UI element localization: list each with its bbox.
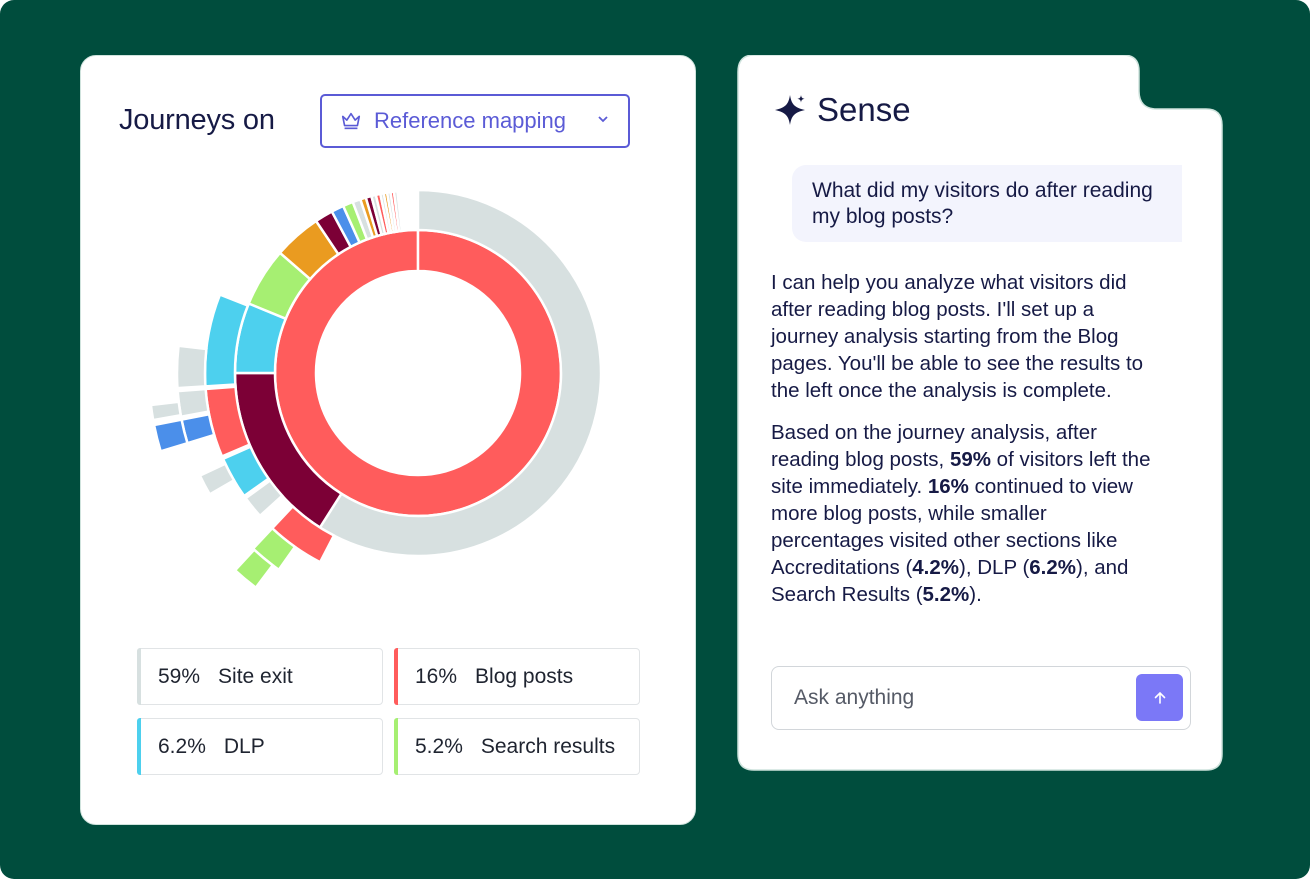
chevron-down-icon (598, 116, 608, 123)
sunburst-outer-segment[interactable] (152, 418, 189, 453)
sunburst-outer-segment[interactable] (175, 344, 208, 390)
ask-input[interactable]: Ask anything (771, 666, 1191, 730)
sparkle-icon (775, 95, 805, 125)
ask-input-placeholder: Ask anything (794, 686, 915, 709)
sense-title: Sense (817, 91, 911, 128)
send-button[interactable] (1136, 674, 1183, 721)
legend-color-bar (137, 648, 141, 705)
legend-pct: 59% (158, 664, 201, 688)
legend-blog-posts[interactable]: 16% Blog posts (394, 648, 640, 705)
sunburst-outer-segment[interactable] (176, 387, 210, 419)
crown-icon (341, 112, 361, 130)
sunburst-outer-segment[interactable] (243, 478, 285, 518)
legend-label: Search results (480, 734, 616, 758)
reply-paragraph-2: Based on the journey analysis, after rea… (771, 421, 1151, 606)
sunburst-chart (149, 188, 603, 590)
legend-color-bar (394, 648, 398, 705)
user-message-bubble: What did my visitors do after reading my… (792, 165, 1182, 242)
legend-label: DLP (223, 734, 265, 758)
legend-dlp[interactable]: 6.2% DLP (137, 718, 383, 775)
sense-header: Sense (773, 91, 911, 129)
legend-color-bar (137, 718, 141, 775)
journey-card: Journeys on Reference mapping 59% Site e… (80, 55, 696, 825)
legend-label: Site exit (218, 664, 293, 688)
sunburst-outer-segment[interactable] (198, 462, 236, 497)
sunburst-outer-segment[interactable] (149, 400, 183, 422)
sunburst-segment-blog-posts[interactable] (273, 228, 563, 518)
legend-label: Blog posts (475, 664, 574, 688)
sunburst-segment-other[interactable] (392, 189, 404, 233)
legend-pct: 5.2% (415, 734, 463, 758)
reference-mapping-dropdown[interactable]: Reference mapping (320, 94, 630, 148)
sunburst-outer-segment[interactable] (270, 504, 336, 564)
sunburst-outer-segment[interactable] (221, 445, 271, 498)
legend-color-bar (394, 718, 398, 775)
journey-title: Journeys on (119, 104, 275, 136)
arrow-up-icon (1154, 691, 1165, 704)
sunburst-outer-segment[interactable] (233, 547, 275, 590)
legend-pct: 6.2% (158, 734, 206, 758)
reply-paragraph-1: I can help you analyze what visitors did… (771, 271, 1144, 402)
assistant-reply: I can help you analyze what visitors did… (771, 269, 1151, 623)
legend-pct: 16% (415, 664, 458, 688)
legend-search-results[interactable]: 5.2% Search results (394, 718, 640, 775)
sense-chat-card: Sense What did my visitors do after read… (737, 55, 1223, 771)
legend-site-exit[interactable]: 59% Site exit (137, 648, 383, 705)
dropdown-label: Reference mapping (374, 108, 567, 133)
